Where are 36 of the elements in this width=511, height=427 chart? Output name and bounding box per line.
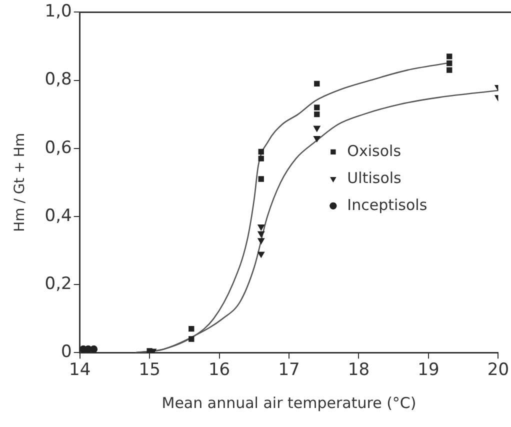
y-tick-label: 1,0 bbox=[44, 2, 72, 22]
point bbox=[314, 80, 320, 87]
point bbox=[446, 67, 452, 73]
point bbox=[314, 111, 320, 118]
point bbox=[258, 156, 264, 162]
x-tick-label: 14 bbox=[69, 360, 91, 380]
legend-label: Oxisols bbox=[347, 142, 402, 160]
y-tick-label: 0,2 bbox=[44, 274, 72, 294]
legend-label: Ultisols bbox=[347, 168, 402, 187]
x-tick-label: 15 bbox=[138, 360, 160, 380]
x-axis-title: Mean annual air temperature (°C) bbox=[162, 394, 416, 412]
y-tick-label: 0 bbox=[61, 342, 72, 362]
legend-label: Inceptisols bbox=[347, 196, 428, 214]
point bbox=[446, 60, 452, 66]
y-axis-title: Hm / Gt + Hm bbox=[12, 132, 28, 232]
point bbox=[258, 231, 264, 238]
x-tick-label: 16 bbox=[208, 360, 230, 380]
x-tick-label: 17 bbox=[278, 360, 300, 380]
x-tick-label: 19 bbox=[418, 360, 440, 380]
point bbox=[258, 224, 264, 230]
point bbox=[446, 54, 452, 60]
point bbox=[188, 336, 194, 342]
point bbox=[314, 136, 320, 142]
point bbox=[188, 326, 194, 332]
point bbox=[314, 126, 320, 132]
point bbox=[258, 252, 264, 258]
point bbox=[146, 348, 152, 353]
point bbox=[258, 148, 264, 155]
y-tick-label: 0,8 bbox=[44, 70, 72, 90]
point bbox=[258, 238, 264, 244]
point bbox=[258, 176, 264, 182]
point bbox=[314, 104, 320, 110]
y-tick-label: 0,6 bbox=[44, 138, 72, 158]
x-tick-label: 18 bbox=[348, 360, 370, 380]
y-tick-label: 0,4 bbox=[44, 206, 72, 226]
x-tick-label: 20 bbox=[487, 360, 510, 380]
